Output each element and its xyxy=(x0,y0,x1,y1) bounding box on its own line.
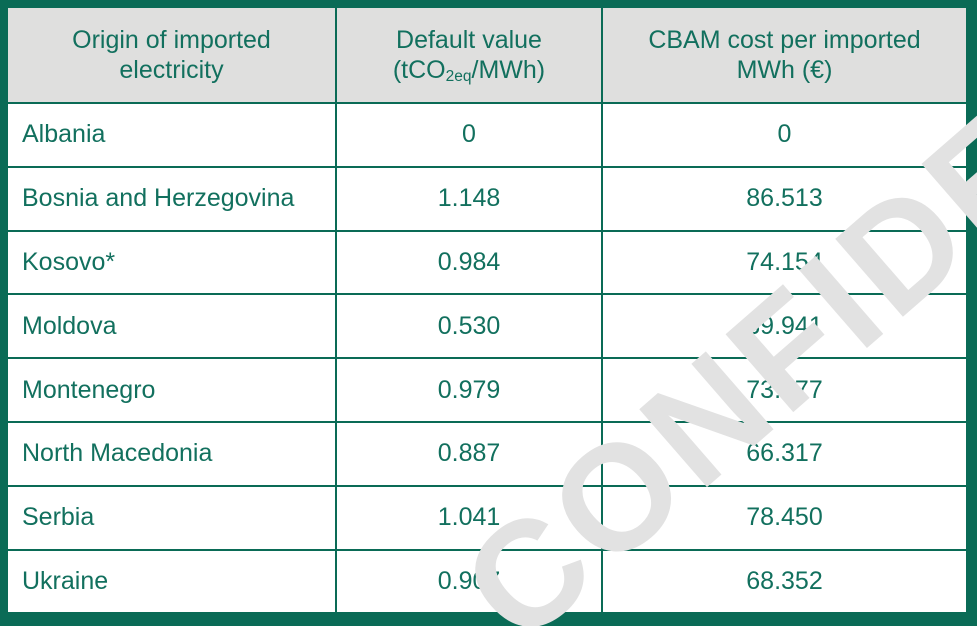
table-row: Montenegro 0.979 73.777 xyxy=(8,358,966,423)
unit-subscript: 2eq xyxy=(445,68,472,86)
table-body: Albania 0 0 Bosnia and Herzegovina 1.148… xyxy=(8,103,966,614)
cell-default-value: 0.530 xyxy=(336,294,603,360)
cell-default-value: 0.907 xyxy=(336,549,603,614)
column-header-cbam-cost-line2: MWh (€) xyxy=(736,56,833,84)
cell-origin: Albania xyxy=(8,103,337,168)
cell-default-value: 1.148 xyxy=(336,166,603,232)
cell-cbam-cost: 0 xyxy=(602,103,966,168)
unit-suffix: /MWh) xyxy=(471,56,546,84)
cell-origin: North Macedonia xyxy=(8,421,337,487)
table-row: North Macedonia 0.887 66.317 xyxy=(8,421,966,487)
column-header-cbam-cost-line1: CBAM cost per imported xyxy=(648,25,921,54)
cell-origin: Kosovo* xyxy=(8,230,337,296)
column-header-default-value: Default value (tCO2eq/MWh) xyxy=(336,8,603,104)
cell-cbam-cost: 78.450 xyxy=(602,485,966,551)
table-row: Moldova 0.530 39.941 xyxy=(8,294,966,360)
table-container: Origin of imported electricity Default v… xyxy=(8,8,966,614)
column-header-origin: Origin of imported electricity xyxy=(8,8,337,104)
table-header-row: Origin of imported electricity Default v… xyxy=(8,8,966,104)
cell-origin: Montenegro xyxy=(8,358,337,423)
table-header: Origin of imported electricity Default v… xyxy=(8,8,966,104)
column-header-origin-line1: Origin of imported xyxy=(72,25,271,54)
cbam-default-values-table: Origin of imported electricity Default v… xyxy=(8,8,966,614)
table-row: Kosovo* 0.984 74.154 xyxy=(8,230,966,296)
table-row: Bosnia and Herzegovina 1.148 86.513 xyxy=(8,166,966,232)
column-header-default-value-line2: (tCO2eq/MWh) xyxy=(392,56,546,86)
table-row: Serbia 1.041 78.450 xyxy=(8,485,966,551)
column-header-origin-line2: electricity xyxy=(119,56,224,84)
table-row: Albania 0 0 xyxy=(8,103,966,168)
cell-default-value: 1.041 xyxy=(336,485,603,551)
cell-cbam-cost: 68.352 xyxy=(746,567,823,596)
cell-default-value: 0.984 xyxy=(336,230,603,296)
cell-cbam-cost: 74.154 xyxy=(602,230,966,296)
cell-default-value: 0.887 xyxy=(336,421,603,487)
cell-cbam-cost: 39.941 xyxy=(602,294,966,360)
cell-origin: Bosnia and Herzegovina xyxy=(8,166,337,232)
cell-cbam-cost: 73.777 xyxy=(602,358,966,423)
table-row: Ukraine 0.907 68.352 xyxy=(8,549,966,614)
cell-cbam-cost: 66.317 xyxy=(602,421,966,487)
cell-origin: Moldova xyxy=(8,294,337,360)
cell-origin: Ukraine xyxy=(8,549,337,614)
cell-default-value: 0 xyxy=(336,103,603,168)
column-header-cbam-cost: CBAM cost per imported MWh (€) xyxy=(602,8,966,104)
unit-prefix: (tCO xyxy=(392,56,446,84)
cell-cbam-cost: 86.513 xyxy=(602,166,966,232)
cell-default-value: 0.979 xyxy=(336,358,603,423)
column-header-default-value-line1: Default value xyxy=(396,25,542,54)
cell-origin: Serbia xyxy=(8,485,337,551)
